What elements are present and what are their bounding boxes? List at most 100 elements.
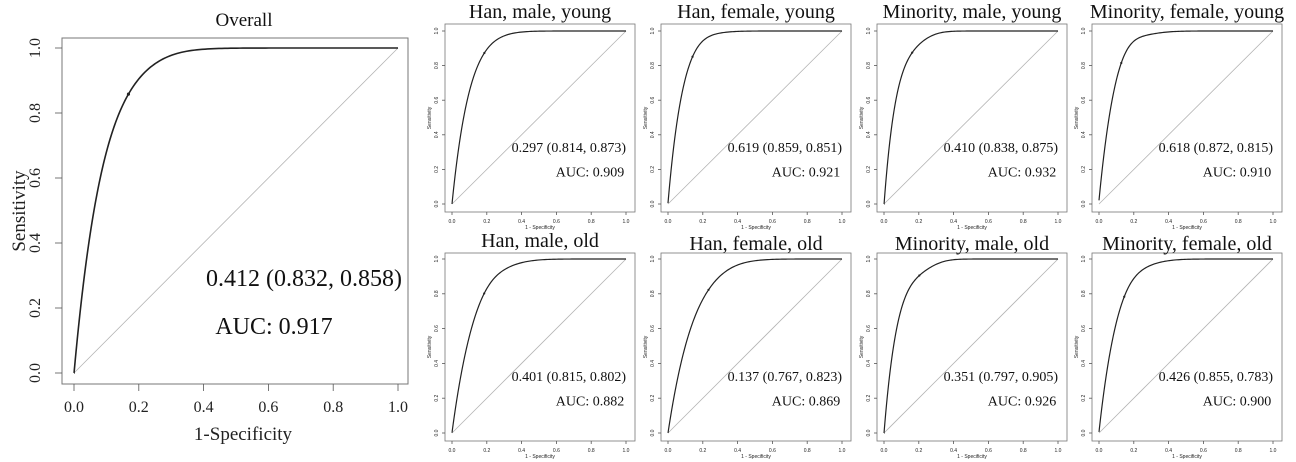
y-tick-label: 1.0 — [866, 27, 872, 34]
y-tick-label: 0.6 — [1081, 97, 1087, 104]
x-tick-label: 0.8 — [1020, 448, 1027, 454]
x-tick-label: 0.0 — [881, 448, 888, 454]
y-tick-label: 1.0 — [434, 255, 440, 262]
x-tick-label: 0.0 — [665, 219, 672, 225]
threshold-annotation: 0.412 (0.832, 0.858) — [206, 266, 402, 292]
y-axis-label: Sensitivity — [859, 335, 865, 358]
x-tick-label: 0.4 — [194, 399, 214, 416]
y-tick-label: 0.6 — [1081, 325, 1087, 332]
x-axis-label: 1-Specificity — [194, 424, 293, 445]
diagonal-reference-line — [1098, 258, 1274, 434]
y-tick-label: 0.4 — [1081, 131, 1087, 138]
diagonal-reference-line — [1098, 30, 1274, 205]
roc-curve — [883, 30, 1058, 205]
x-tick-label: 0.2 — [483, 219, 490, 225]
x-tick-label: 1.0 — [623, 448, 630, 454]
x-tick-label: 0.2 — [915, 219, 922, 225]
y-axis-label: Sensitivity — [643, 335, 649, 358]
x-tick-label: 1.0 — [1270, 219, 1277, 225]
auc-annotation: AUC: 0.917 — [215, 314, 332, 340]
x-tick-label: 0.6 — [769, 448, 776, 454]
panel-title: Minority, female, young — [1090, 1, 1284, 23]
y-tick-label: 0.2 — [866, 166, 872, 173]
x-axis-label: 1 - Specificity — [741, 225, 771, 231]
roc-panel-minority-female-old: Minority, female, old 0.0 0.2 0.4 0.6 0.8 1.0 0… — [1074, 233, 1283, 460]
x-tick-label: 1.0 — [839, 219, 846, 225]
x-tick-label: 0.2 — [483, 448, 490, 454]
x-tick-label: 1.0 — [1055, 448, 1062, 454]
y-tick-label: 0.0 — [650, 200, 656, 207]
x-axis-label: 1 - Specificity — [957, 454, 987, 460]
y-tick-label: 0.6 — [434, 325, 440, 332]
roc-curve — [1098, 30, 1273, 201]
x-tick-label: 0.2 — [1130, 448, 1137, 454]
y-axis-label: Sensitivity — [859, 106, 865, 129]
x-tick-label: 0.6 — [553, 219, 560, 225]
y-tick-label: 0.8 — [1081, 62, 1087, 69]
x-tick-label: 0.6 — [769, 219, 776, 225]
y-tick-label: 0.4 — [866, 360, 872, 367]
plot-frame — [876, 23, 1068, 213]
x-tick-label: 0.4 — [950, 219, 957, 225]
y-tick-label: 0.4 — [434, 360, 440, 367]
roc-panel-overall: Overall 0.0 0.2 0.4 0.6 0.8 1.0 0.0 0.2 0.4 0.6 0.8… — [9, 10, 409, 445]
plot-frame — [1091, 23, 1283, 213]
y-tick-label: 1.0 — [650, 27, 656, 34]
y-tick-label: 1.0 — [27, 38, 44, 58]
y-tick-label: 0.4 — [27, 233, 44, 253]
y-tick-label: 0.4 — [434, 131, 440, 138]
roc-panel-han-male-old: Han, male, old 0.0 0.2 0.4 0.6 0.8 1.0 0.0 0.2 0.… — [427, 230, 636, 460]
x-tick-label: 0.0 — [449, 219, 456, 225]
roc-curve — [667, 258, 842, 434]
x-tick-label: 1.0 — [1055, 219, 1062, 225]
y-tick-label: 0.6 — [866, 325, 872, 332]
plot-frame — [660, 23, 852, 213]
auc-annotation: AUC: 0.882 — [556, 394, 624, 409]
plot-frame — [876, 252, 1068, 442]
threshold-annotation: 0.619 (0.859, 0.851) — [728, 141, 843, 156]
y-tick-label: 1.0 — [1081, 27, 1087, 34]
x-tick-label: 0.6 — [1200, 219, 1207, 225]
y-tick-label: 0.0 — [1081, 200, 1087, 207]
x-axis-label: 1 - Specificity — [741, 454, 771, 460]
threshold-point — [1123, 295, 1126, 298]
panel-title: Minority, male, old — [895, 233, 1049, 255]
x-axis-label: 1 - Specificity — [525, 454, 555, 460]
threshold-point — [126, 92, 131, 96]
x-axis-label: 1 - Specificity — [957, 225, 987, 231]
y-tick-label: 0.2 — [866, 395, 872, 402]
x-tick-label: 0.2 — [1130, 219, 1137, 225]
y-tick-label: 0.0 — [1081, 429, 1087, 436]
threshold-point — [1120, 61, 1123, 65]
x-tick-label: 0.8 — [588, 448, 595, 454]
panel-title: Han, female, young — [677, 1, 835, 23]
auc-annotation: AUC: 0.921 — [772, 165, 840, 180]
y-axis-label: Sensitivity — [1074, 335, 1080, 358]
x-axis-label: 1 - Specificity — [1172, 454, 1202, 460]
plot-frame — [1091, 252, 1283, 442]
panel-title: Han, female, old — [689, 233, 822, 255]
threshold-annotation: 0.137 (0.767, 0.823) — [728, 370, 843, 385]
y-tick-label: 0.2 — [1081, 166, 1087, 173]
x-tick-label: 0.4 — [1165, 219, 1172, 225]
x-tick-label: 0.0 — [449, 448, 456, 454]
threshold-annotation: 0.351 (0.797, 0.905) — [944, 370, 1059, 385]
diagonal-reference-line — [883, 30, 1059, 205]
auc-annotation: AUC: 0.869 — [772, 394, 840, 409]
threshold-annotation: 0.401 (0.815, 0.802) — [512, 370, 627, 385]
x-tick-label: 1.0 — [388, 399, 408, 416]
diagonal-reference-line — [73, 47, 399, 374]
y-tick-label: 0.4 — [650, 131, 656, 138]
diagonal-reference-line — [883, 258, 1059, 434]
roc-panel-han-female-young: Han, female, young 0.0 0.2 0.4 0.6 0.8 1.0 0.0 0… — [643, 1, 852, 231]
y-tick-label: 0.2 — [650, 395, 656, 402]
y-tick-label: 0.6 — [650, 325, 656, 332]
roc-curve — [1098, 258, 1273, 432]
roc-panel-han-female-old: Han, female, old 0.0 0.2 0.4 0.6 0.8 1.0 0.0 0.2… — [643, 233, 852, 460]
y-tick-label: 1.0 — [866, 255, 872, 262]
auc-annotation: AUC: 0.926 — [988, 394, 1056, 409]
x-tick-label: 0.2 — [699, 448, 706, 454]
plot-frame — [61, 37, 409, 385]
panel-title: Minority, male, young — [883, 1, 1062, 23]
